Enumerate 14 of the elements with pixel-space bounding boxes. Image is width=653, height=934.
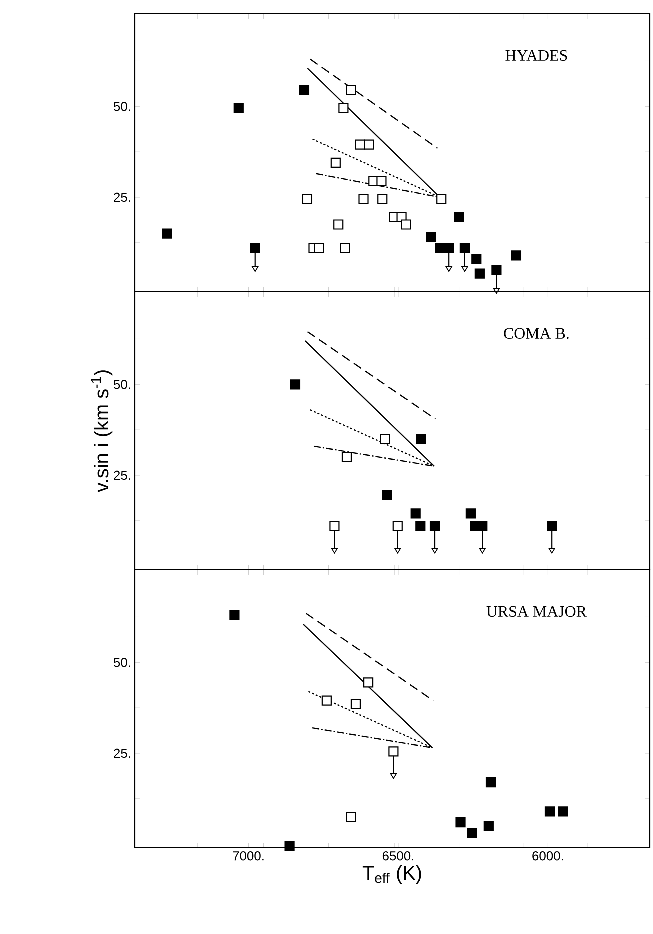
y-tick-label: 50. [114,102,130,112]
x-tick-label: 7000. [233,852,264,861]
y-tick-label: 25. [114,470,130,480]
text: URSA MAJOR [486,606,587,618]
y-tick-label: 25. [114,192,130,202]
y-axis-title: v.sin i (km s$^{-1}$) [91,370,113,493]
text: COMA B. [504,328,569,340]
x-axis-title: T$_{eff}$ (K) [362,866,422,884]
y-tick-label: 50. [114,380,130,390]
x-tick-label: 6000. [532,852,564,861]
x-tick-label: 6500. [382,852,414,861]
y-tick-label: 25. [114,748,130,758]
y-tick-label: 50. [114,658,130,668]
text: HYADES [506,50,568,62]
